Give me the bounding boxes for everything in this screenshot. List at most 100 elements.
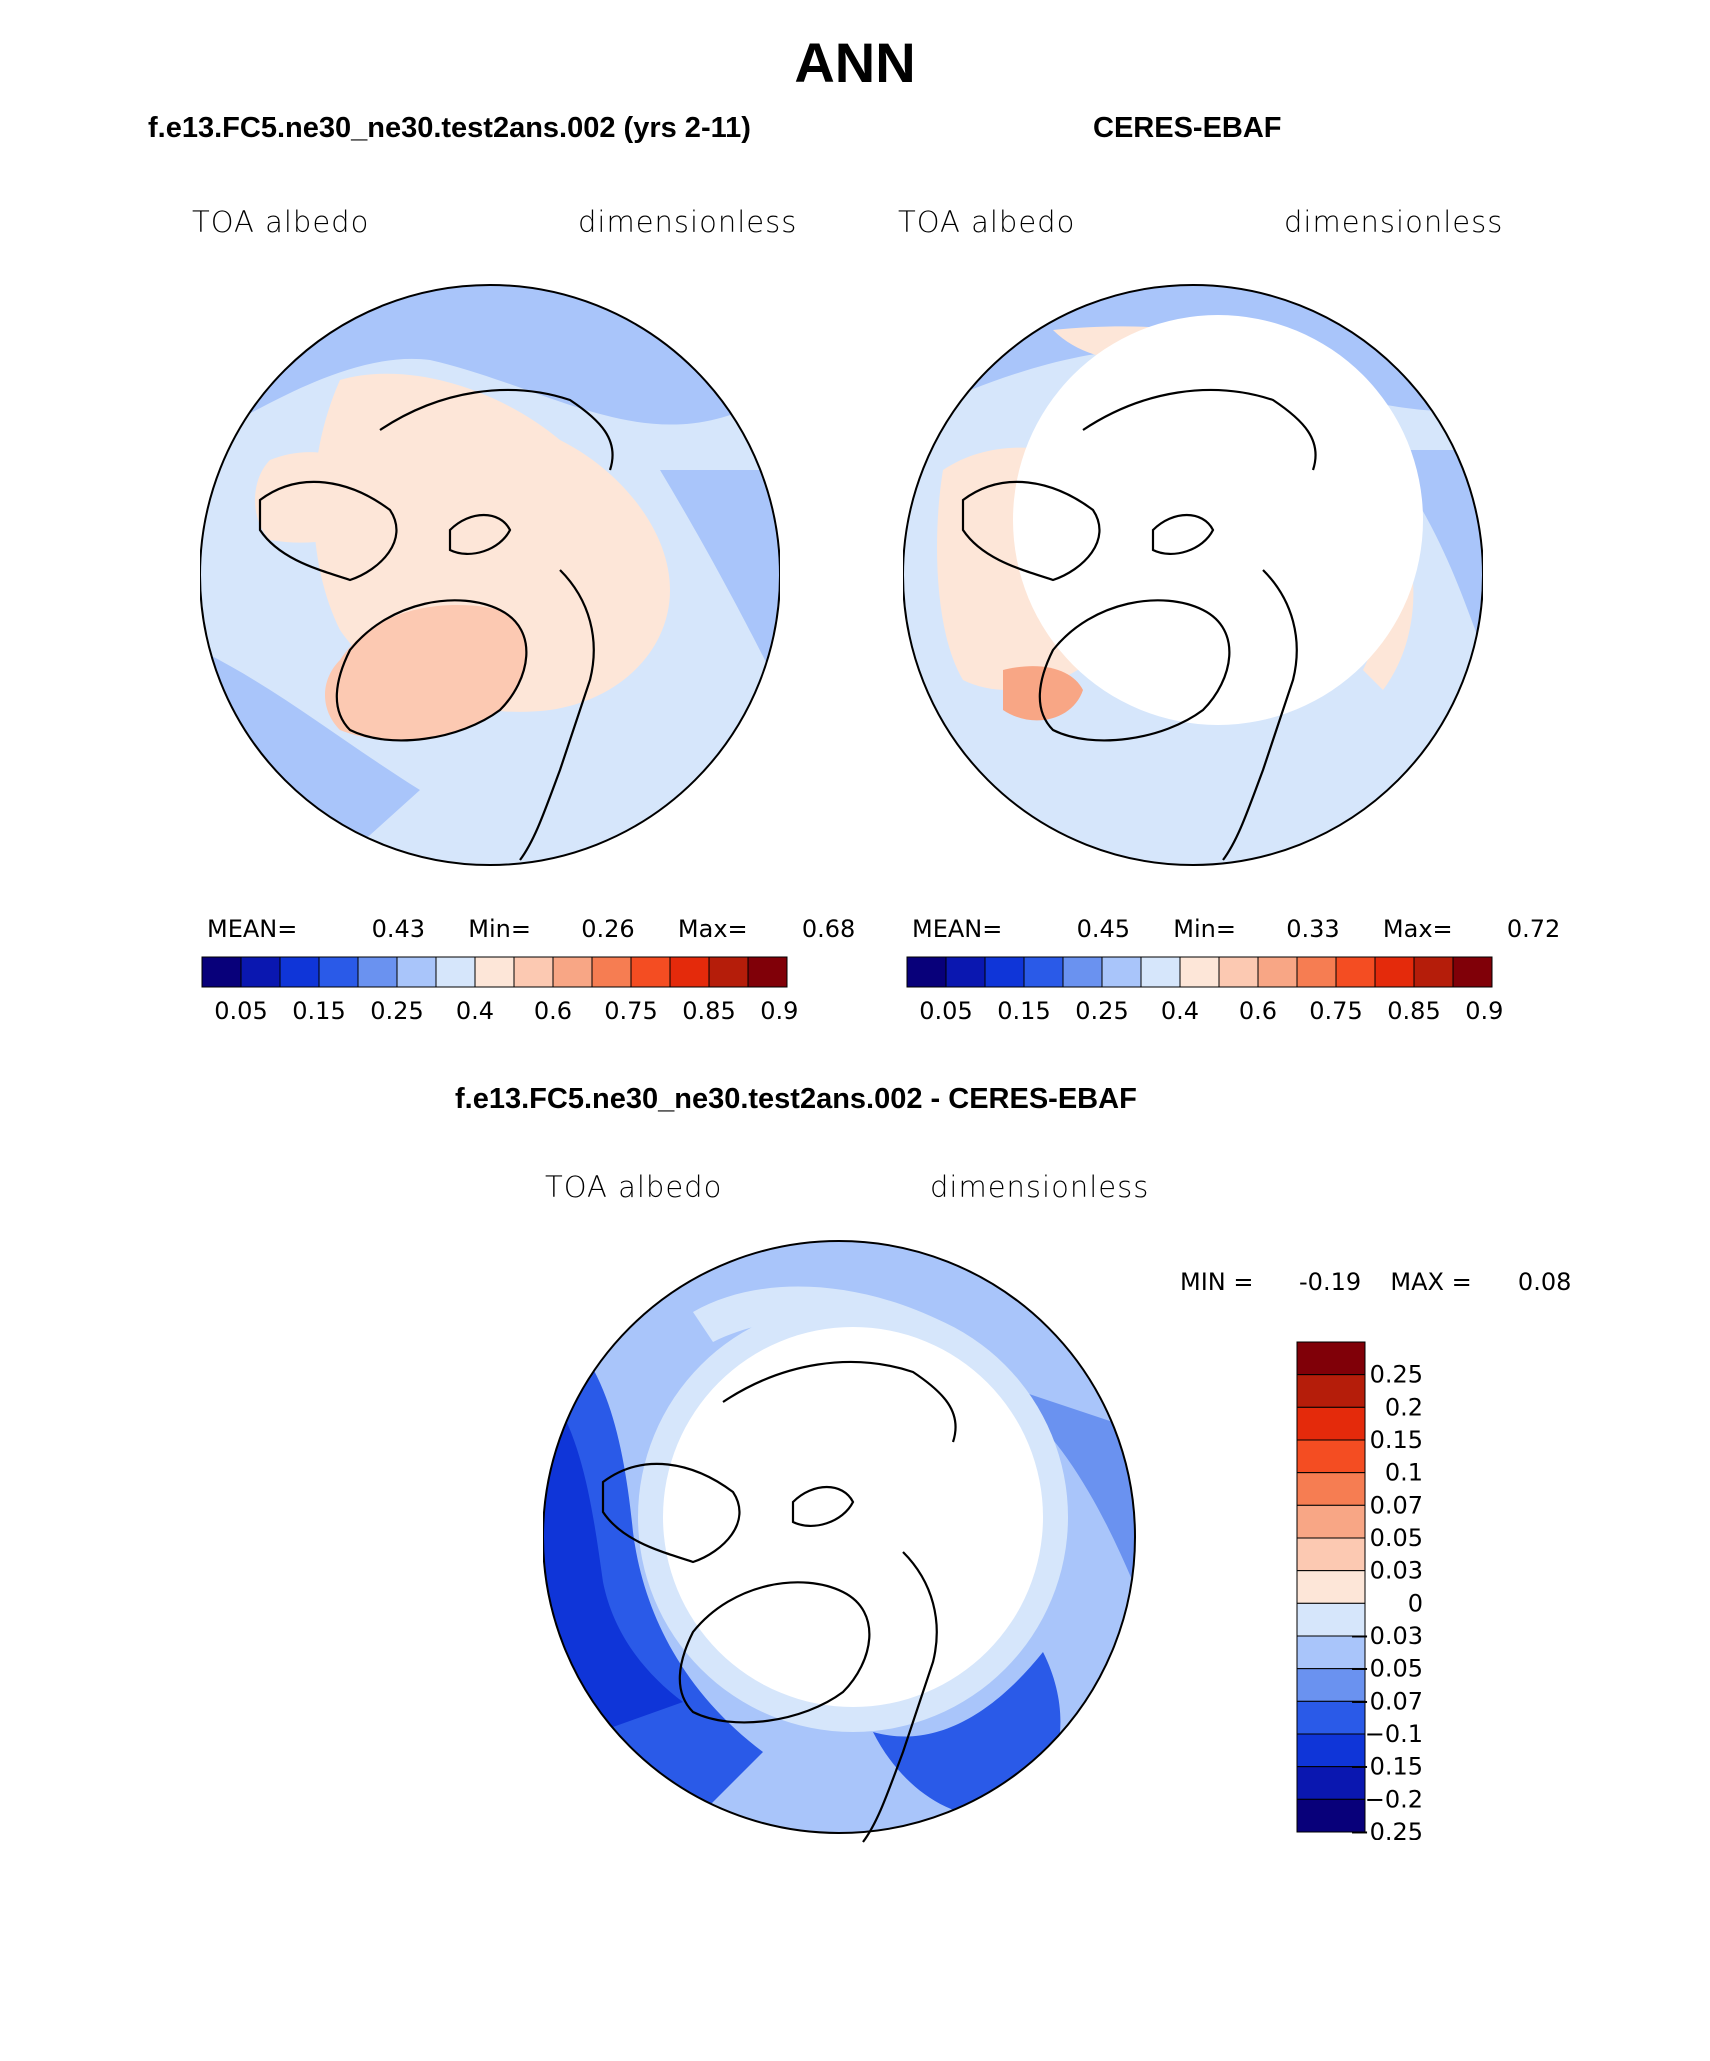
panel-2-colorbar-swatch — [1101, 956, 1142, 988]
panel-1-colorbar-swatch — [669, 956, 710, 988]
diff-colorbar-swatch — [1296, 1570, 1366, 1604]
diff-colorbar-label: 0.05 — [1370, 1524, 1423, 1552]
diff-colorbar-swatch — [1296, 1504, 1366, 1539]
panel-2-colorbar-tick-label: 0.85 — [1387, 997, 1440, 1025]
panel-1-title: f.e13.FC5.ne30_ne30.test2ans.002 (yrs 2-… — [148, 112, 751, 144]
diff-colorbar-swatch — [1296, 1635, 1366, 1670]
panel-2-map — [903, 284, 1483, 866]
diff-colorbar-label: 0.2 — [1385, 1393, 1423, 1421]
panel-2-colorbar-tick-label: 0.05 — [919, 997, 972, 1025]
diff-colorbar-label: 0.07 — [1370, 1491, 1423, 1519]
diff-field-negative — [993, 1382, 1135, 1582]
panel-2-colorbar-swatch — [1140, 956, 1181, 988]
diff-max-value: 0.08 — [1517, 1268, 1572, 1296]
panel-2-colorbar-swatch — [906, 956, 947, 988]
diff-panel-stats: MIN = -0.19 MAX = 0.08 — [1180, 1268, 1571, 1296]
diff-map-border — [543, 1240, 1136, 1834]
panel-2-colorbar-tick-label: 0.25 — [1075, 997, 1128, 1025]
diff-colorbar-label: 0 — [1408, 1589, 1423, 1617]
panel-2-min-value: 0.33 — [1286, 915, 1340, 943]
panel-1-colorbar-swatch — [513, 956, 554, 988]
panel-2-missing-data — [1013, 315, 1423, 725]
panel-1-field-high — [255, 452, 390, 543]
diff-colorbar-label: 0.25 — [1370, 1361, 1423, 1389]
panel-1-min-value: 0.26 — [581, 915, 635, 943]
panel-1-colorbar-swatch — [591, 956, 632, 988]
panel-2-coastlines — [961, 388, 1317, 861]
diff-colorbar-label: −0.1 — [1365, 1720, 1423, 1748]
panel-2-colorbar-swatch — [1257, 956, 1298, 988]
diff-panel-variable: TOA albedo — [545, 1170, 723, 1204]
panel-1-colorbar-swatch — [357, 956, 398, 988]
panel-1-units: dimensionless — [578, 205, 798, 239]
diff-colorbar-label: −0.05 — [1349, 1655, 1423, 1683]
diff-colorbar-label: 0.1 — [1385, 1459, 1423, 1487]
panel-1-colorbar-swatch — [474, 956, 515, 988]
panel-2-stats: MEAN= 0.45 Min= 0.33 Max= 0.72 — [912, 915, 1560, 943]
panel-2-colorbar-swatch — [945, 956, 986, 988]
panel-1-colorbar-swatch — [435, 956, 476, 988]
diff-colorbar-swatch — [1296, 1700, 1366, 1735]
diff-colorbar-swatch — [1296, 1668, 1366, 1702]
panel-1-colorbar-tick-label: 0.4 — [456, 997, 494, 1025]
diff-missing-data — [663, 1327, 1043, 1707]
panel-2-colorbar-tick-label: 0.4 — [1161, 997, 1199, 1025]
panel-2-colorbar-swatch — [1452, 956, 1493, 988]
panel-1-colorbar-tick-label: 0.15 — [292, 997, 345, 1025]
panel-2-colorbar-tick-label: 0.6 — [1239, 997, 1277, 1025]
panel-1-colorbar-swatch — [318, 956, 359, 988]
panel-1-colorbar-swatch — [630, 956, 671, 988]
diff-panel-map — [543, 1240, 1136, 1843]
panel-2-mean-value: 0.45 — [1076, 915, 1130, 943]
panel-1-field-greenland — [325, 605, 527, 741]
panel-2-field-band — [1383, 450, 1483, 650]
panel-1-colorbar-swatch — [747, 956, 788, 988]
panel-2-colorbar-tick-label: 0.75 — [1309, 997, 1362, 1025]
panel-1-colorbar-tick-label: 0.05 — [214, 997, 267, 1025]
panel-1-variable: TOA albedo — [192, 205, 370, 239]
panel-1-stats: MEAN= 0.43 Min= 0.26 Max= 0.68 — [207, 915, 855, 943]
panel-2-title: CERES-EBAF — [1093, 112, 1282, 144]
panel-2-colorbar-swatch — [1296, 956, 1337, 988]
panel-1-colorbar-tick-label: 0.95 — [760, 997, 800, 1025]
panel-1-colorbar-tick-label: 0.75 — [604, 997, 657, 1025]
panel-1-map — [200, 284, 780, 866]
panel-1-colorbar-tick-label: 0.85 — [682, 997, 735, 1025]
panel-1-colorbar: 0.05 0.15 0.25 0.4 0.6 0.75 0.85 0.95 — [201, 956, 800, 1025]
panel-2-min-label: Min= — [1173, 915, 1236, 943]
panel-1-colorbar-swatch — [240, 956, 281, 988]
diff-colorbar-label: −0.07 — [1349, 1687, 1423, 1715]
panel-2-colorbar-swatch — [984, 956, 1025, 988]
diff-colorbar-swatch — [1296, 1439, 1366, 1474]
panel-2-units: dimensionless — [1284, 205, 1504, 239]
panel-2-colorbar-swatch — [1179, 956, 1220, 988]
panel-1-colorbar-swatch — [552, 956, 593, 988]
panel-2-colorbar-tick-label: 0.15 — [997, 997, 1050, 1025]
panel-2-mean-label: MEAN= — [912, 915, 1003, 943]
panel-2-colorbar-swatch — [1413, 956, 1454, 988]
panel-1-field-band — [660, 470, 780, 690]
diff-colorbar-label: −0.25 — [1349, 1818, 1423, 1840]
panel-1-max-value: 0.68 — [801, 915, 856, 943]
diff-colorbar-swatch — [1296, 1341, 1366, 1376]
diff-colorbar-label: −0.15 — [1349, 1753, 1423, 1781]
panel-1-colorbar-swatch — [279, 956, 320, 988]
panel-2-colorbar-swatch — [1062, 956, 1103, 988]
panel-1-coastlines — [258, 388, 614, 861]
panel-2-colorbar-swatch — [1218, 956, 1259, 988]
diff-panel-title: f.e13.FC5.ne30_ne30.test2ans.002 - CERES… — [455, 1083, 1137, 1115]
diff-colorbar-swatch — [1296, 1602, 1366, 1637]
diff-colorbar-swatch — [1296, 1537, 1366, 1572]
panel-1-mean-value: 0.43 — [371, 915, 425, 943]
diff-min-label: MIN = — [1180, 1268, 1254, 1296]
diff-colorbar-label: 0.15 — [1370, 1426, 1423, 1454]
diff-max-label: MAX = — [1390, 1268, 1472, 1296]
diff-colorbar-swatch — [1296, 1374, 1366, 1408]
panel-2-colorbar-swatch — [1335, 956, 1376, 988]
diff-min-value: -0.19 — [1299, 1268, 1362, 1296]
panel-1-min-label: Min= — [468, 915, 531, 943]
diff-colorbar-swatch — [1296, 1472, 1366, 1506]
diff-colorbar-label: −0.03 — [1349, 1622, 1423, 1650]
panel-1-colorbar-swatch — [708, 956, 749, 988]
diff-colorbar-label: −0.2 — [1365, 1785, 1423, 1813]
